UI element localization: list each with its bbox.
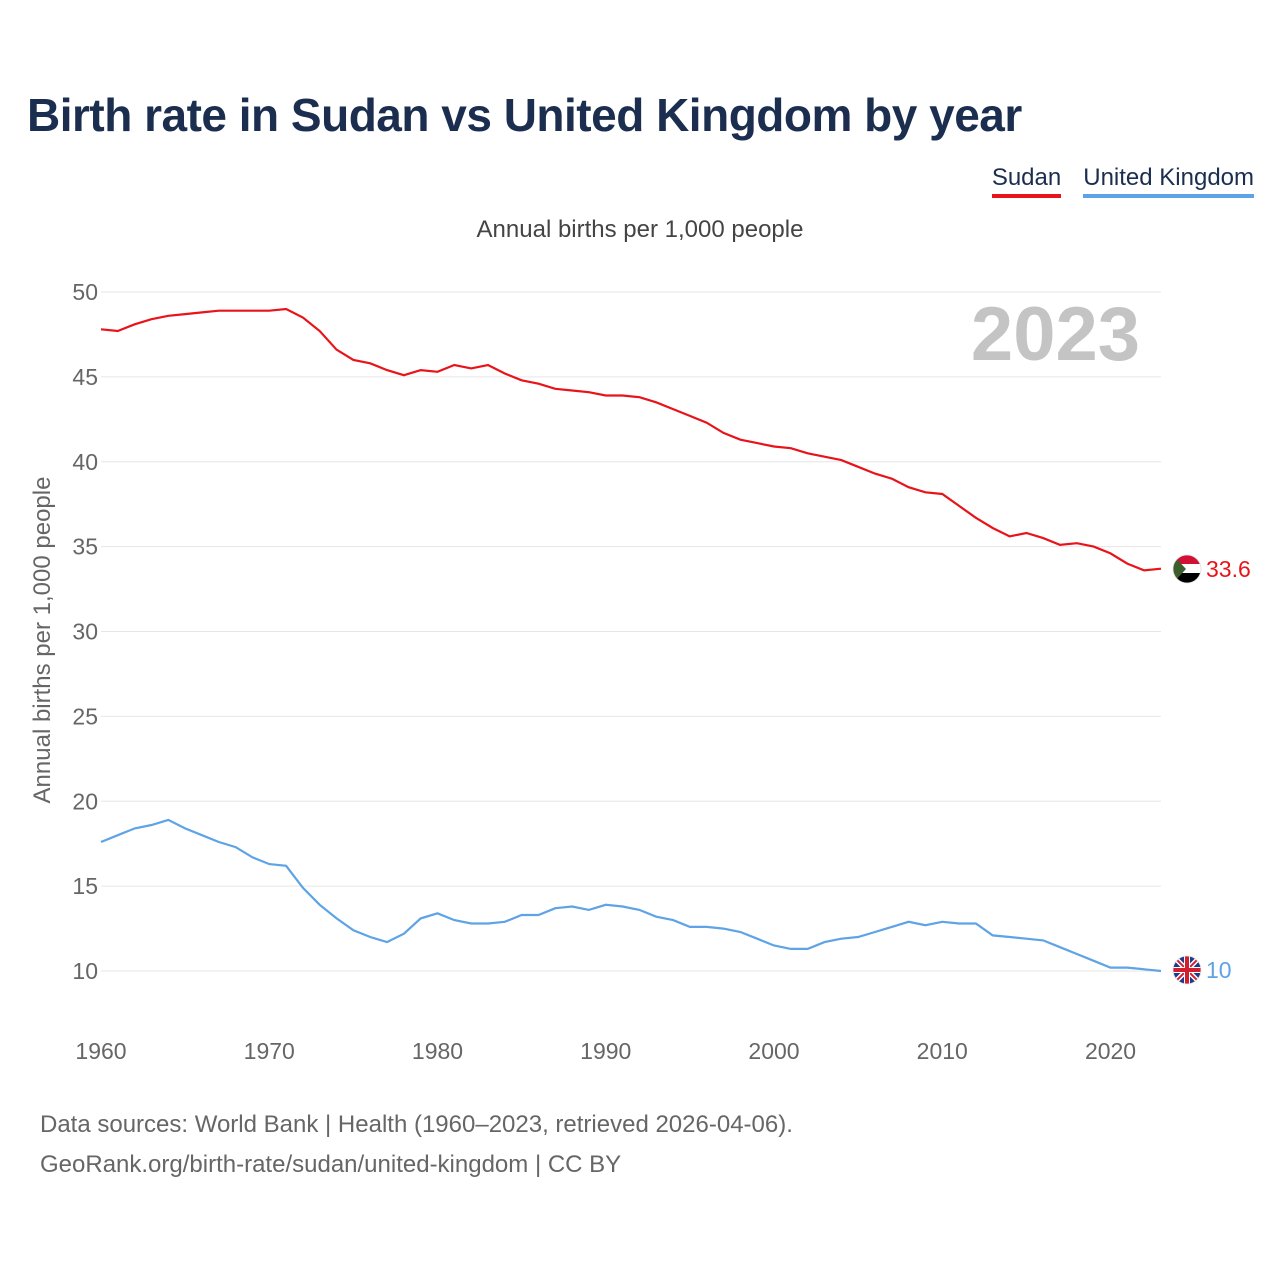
series-line-united-kingdom xyxy=(100,818,1162,973)
y-tick-label-35: 35 xyxy=(72,534,98,560)
source-note: Data sources: World Bank | Health (1960–… xyxy=(40,1105,793,1185)
legend: Sudan United Kingdom xyxy=(991,164,1254,198)
page-title: Birth rate in Sudan vs United Kingdom by… xyxy=(27,89,1022,141)
x-tick-label-2000: 2000 xyxy=(748,1038,799,1064)
legend-item-united-kingdom[interactable]: United Kingdom xyxy=(1083,164,1254,198)
legend-item-sudan[interactable]: Sudan xyxy=(991,164,1062,198)
y-tick-label-40: 40 xyxy=(72,449,98,475)
x-tick-label-2020: 2020 xyxy=(1085,1038,1136,1064)
x-tick-label-2010: 2010 xyxy=(917,1038,968,1064)
source-line-data: Data sources: World Bank | Health (1960–… xyxy=(40,1111,793,1138)
united-kingdom-flag-icon xyxy=(1172,955,1202,985)
x-tick-label-1970: 1970 xyxy=(244,1038,295,1064)
gridlines xyxy=(101,291,1161,972)
chart-subtitle: Annual births per 1,000 people xyxy=(476,216,804,243)
y-tick-label-25: 25 xyxy=(72,703,98,729)
y-tick-label-10: 10 xyxy=(72,958,98,984)
sudan-flag-icon xyxy=(1172,554,1202,584)
y-axis-title: Annual births per 1,000 people xyxy=(29,477,56,804)
year-watermark: 2023 xyxy=(971,292,1140,377)
x-tick-label-1990: 1990 xyxy=(580,1038,631,1064)
x-tick-label-1960: 1960 xyxy=(75,1038,126,1064)
x-axis-ticks: 1960 1970 1980 1990 2000 2010 2020 xyxy=(75,1038,1136,1064)
y-tick-label-15: 15 xyxy=(72,873,98,899)
source-line-url[interactable]: GeoRank.org/birth-rate/sudan/united-king… xyxy=(40,1151,622,1178)
x-tick-label-1980: 1980 xyxy=(412,1038,463,1064)
end-value-label-united-kingdom: 10 xyxy=(1206,957,1232,983)
end-value-label-sudan: 33.6 xyxy=(1206,556,1251,582)
line-chart: 10 15 20 25 30 35 40 45 50 1960 1970 1980 1990 2000 2… xyxy=(29,279,1251,1064)
y-tick-label-30: 30 xyxy=(72,619,98,645)
y-tick-label-20: 20 xyxy=(72,788,98,814)
y-axis-ticks: 10 15 20 25 30 35 40 45 50 xyxy=(72,279,98,984)
y-tick-label-50: 50 xyxy=(72,279,98,305)
series-line-sudan xyxy=(100,307,1162,572)
y-tick-label-45: 45 xyxy=(72,364,98,390)
